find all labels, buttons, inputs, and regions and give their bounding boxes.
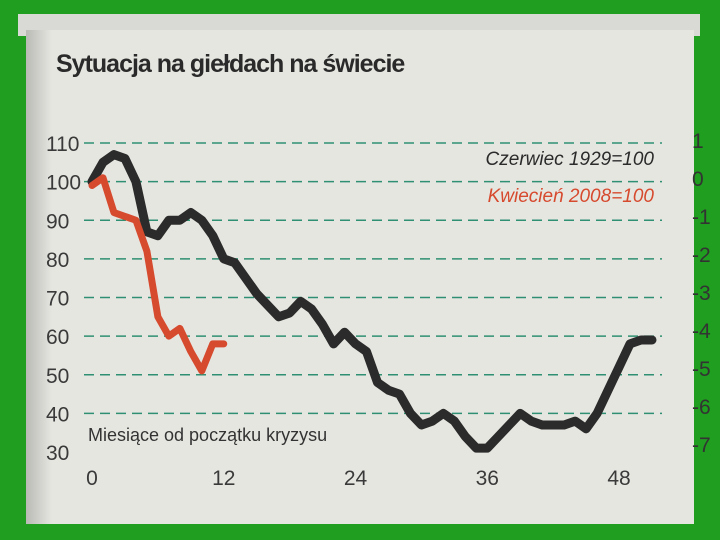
y-tick-label: 90	[46, 210, 69, 233]
y-tick-label: 60	[46, 326, 69, 349]
series-line-2008	[88, 174, 228, 375]
x-axis-label: Miesiące od początku kryzysu	[88, 425, 327, 445]
page-shadow	[26, 30, 52, 524]
cropped-text-fragment: -5	[692, 358, 711, 381]
series-line-1929	[87, 150, 657, 453]
x-axis-ticks: 0 12 24 36 48	[86, 467, 631, 490]
y-axis-ticks: 30 40 50 60 70 80 90 100 110	[46, 133, 81, 465]
cropped-text-fragment: -3	[692, 282, 711, 305]
y-tick-label: 30	[46, 442, 69, 465]
chart-title: Sytuacja na giełdach na świecie	[56, 50, 405, 78]
legend-entry: Kwiecień 2008=100	[488, 186, 655, 207]
cropped-text-fragment: -7	[692, 434, 711, 457]
x-tick-label: 36	[476, 467, 499, 490]
series-lines	[87, 150, 657, 453]
x-tick-label: 12	[212, 467, 235, 490]
x-tick-label: 24	[344, 467, 368, 490]
y-tick-label: 100	[46, 172, 81, 195]
cropped-text-fragment: -6	[692, 396, 711, 419]
cropped-text-fragment: 0	[692, 168, 704, 191]
y-tick-label: 50	[46, 365, 69, 388]
y-tick-label: 80	[46, 249, 69, 272]
scanned-newspaper-page	[26, 30, 694, 524]
x-tick-label: 0	[86, 467, 98, 490]
cropped-text-fragment: -1	[692, 206, 711, 229]
cropped-text-fragment: -4	[692, 320, 711, 343]
legend: Czerwiec 1929=100 Kwiecień 2008=100	[486, 149, 655, 207]
y-tick-label: 40	[46, 403, 69, 426]
y-tick-label: 70	[46, 288, 69, 311]
legend-entry: Czerwiec 1929=100	[486, 149, 655, 170]
x-tick-label: 48	[607, 467, 630, 490]
cropped-text-fragment: 1	[692, 130, 704, 153]
cropped-text-fragment: -2	[692, 244, 711, 267]
y-tick-label: 110	[46, 133, 79, 156]
